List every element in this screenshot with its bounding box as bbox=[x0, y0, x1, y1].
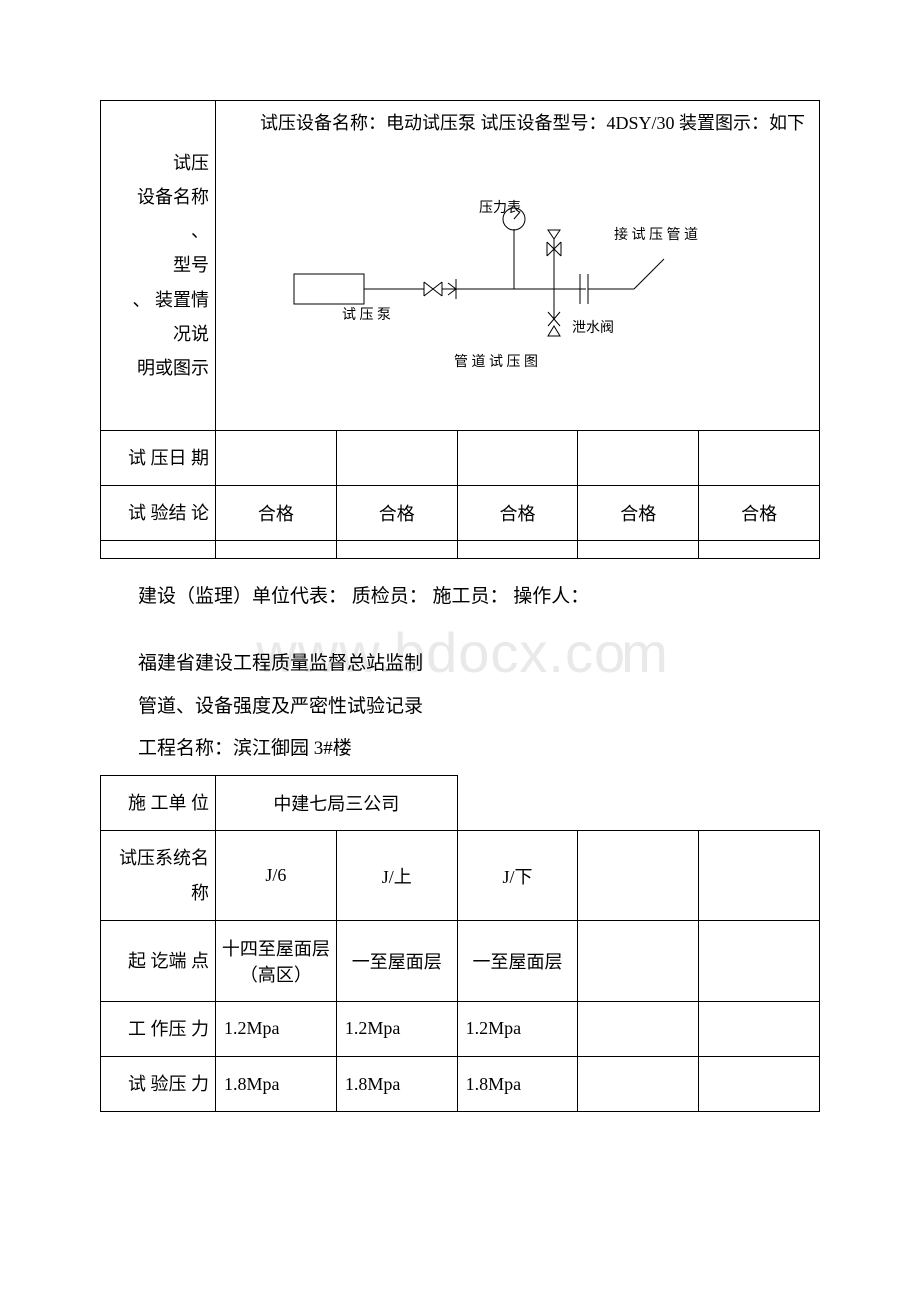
empty-cell bbox=[101, 541, 216, 559]
conclusion-cell: 合格 bbox=[457, 486, 578, 541]
cell: 一至屋面层 bbox=[457, 920, 578, 1001]
row-label: 施 工单 位 bbox=[101, 776, 216, 831]
conclusion-row-label: 试 验结 论 bbox=[101, 486, 216, 541]
row-label: 试压系统名称 bbox=[101, 831, 216, 920]
table-row: 工 作压 力 1.2Mpa 1.2Mpa 1.2Mpa bbox=[101, 1001, 820, 1056]
cell: J/上 bbox=[336, 831, 457, 920]
empty-cell bbox=[457, 776, 819, 831]
cell: 十四至屋面层（高区） bbox=[216, 920, 337, 1001]
empty-cell bbox=[336, 541, 457, 559]
cell bbox=[578, 831, 699, 920]
table-row: 起 讫端 点 十四至屋面层（高区） 一至屋面层 一至屋面层 bbox=[101, 920, 820, 1001]
empty-cell bbox=[699, 541, 820, 559]
cell bbox=[699, 1001, 820, 1056]
diagram-label-drain: 泄水阀 bbox=[572, 320, 614, 336]
empty-cell bbox=[578, 541, 699, 559]
date-cell bbox=[216, 431, 337, 486]
cell bbox=[578, 1057, 699, 1112]
label-line: 、 bbox=[191, 221, 209, 241]
cell: J/6 bbox=[216, 831, 337, 920]
pressure-test-diagram: 压力表 接 试 压 管 道 试 压 泵 泄水阀 管 道 试 压 图 bbox=[224, 144, 784, 374]
row-label: 工 作压 力 bbox=[101, 1001, 216, 1056]
equip-row-label: 试压 设备名称 、 型号 、 装置情 况说 明或图示 bbox=[101, 101, 216, 431]
label-line: 、 装置情 bbox=[133, 290, 210, 310]
conclusion-cell: 合格 bbox=[336, 486, 457, 541]
body-line: 福建省建设工程质量监督总站监制 bbox=[100, 648, 820, 680]
conclusion-cell: 合格 bbox=[216, 486, 337, 541]
cell: 1.2Mpa bbox=[336, 1001, 457, 1056]
table-row: 试 验压 力 1.8Mpa 1.8Mpa 1.8Mpa bbox=[101, 1057, 820, 1112]
body-line: 管道、设备强度及严密性试验记录 bbox=[100, 691, 820, 723]
cell bbox=[699, 920, 820, 1001]
cell bbox=[699, 831, 820, 920]
cell: 1.8Mpa bbox=[336, 1057, 457, 1112]
label-line: 试压 bbox=[173, 153, 209, 173]
date-row-label: 试 压日 期 bbox=[101, 431, 216, 486]
cell bbox=[699, 1057, 820, 1112]
date-cell bbox=[457, 431, 578, 486]
table-record: 施 工单 位 中建七局三公司 试压系统名称 J/6 J/上 J/下 起 讫端 点… bbox=[100, 775, 820, 1112]
diagram-label-pipe: 接 试 压 管 道 bbox=[614, 226, 698, 243]
table-row: 试压系统名称 J/6 J/上 J/下 bbox=[101, 831, 820, 920]
construction-unit: 中建七局三公司 bbox=[216, 776, 458, 831]
cell bbox=[578, 920, 699, 1001]
row-label: 起 讫端 点 bbox=[101, 920, 216, 1001]
table-equipment: 试压 设备名称 、 型号 、 装置情 况说 明或图示 试压设备名称：电动试压泵 … bbox=[100, 100, 820, 559]
conclusion-cell: 合格 bbox=[699, 486, 820, 541]
cell bbox=[578, 1001, 699, 1056]
row-label: 试 验压 力 bbox=[101, 1057, 216, 1112]
conclusion-cell: 合格 bbox=[578, 486, 699, 541]
cell: 1.2Mpa bbox=[216, 1001, 337, 1056]
cell: 1.8Mpa bbox=[216, 1057, 337, 1112]
table-row: 试 验结 论 合格 合格 合格 合格 合格 bbox=[101, 486, 820, 541]
diagram-label-gauge: 压力表 bbox=[479, 200, 521, 216]
cell: 1.8Mpa bbox=[457, 1057, 578, 1112]
date-cell bbox=[578, 431, 699, 486]
date-cell bbox=[336, 431, 457, 486]
diagram-title: 管 道 试 压 图 bbox=[454, 354, 538, 370]
empty-cell bbox=[457, 541, 578, 559]
label-line: 况说 bbox=[173, 324, 209, 344]
body-line: 工程名称：滨江御园 3#楼 bbox=[100, 733, 820, 765]
equip-diagram-cell: 试压设备名称：电动试压泵 试压设备型号：4DSY/30 装置图示：如下 bbox=[216, 101, 820, 431]
table-row: 试压 设备名称 、 型号 、 装置情 况说 明或图示 试压设备名称：电动试压泵 … bbox=[101, 101, 820, 431]
signatures-line: 建设（监理）单位代表： 质检员： 施工员： 操作人： bbox=[100, 581, 820, 608]
label-line: 明或图示 bbox=[137, 358, 209, 378]
date-cell bbox=[699, 431, 820, 486]
table-row: 试 压日 期 bbox=[101, 431, 820, 486]
cell: 1.2Mpa bbox=[457, 1001, 578, 1056]
cell: J/下 bbox=[457, 831, 578, 920]
cell: 一至屋面层 bbox=[336, 920, 457, 1001]
label-line: 型号 bbox=[173, 255, 209, 275]
equip-text: 试压设备名称：电动试压泵 试压设备型号：4DSY/30 装置图示：如下 bbox=[224, 109, 811, 138]
empty-cell bbox=[216, 541, 337, 559]
table-row bbox=[101, 541, 820, 559]
label-line: 设备名称 bbox=[137, 187, 209, 207]
table-row: 施 工单 位 中建七局三公司 bbox=[101, 776, 820, 831]
diagram-label-pump: 试 压 泵 bbox=[342, 307, 391, 323]
